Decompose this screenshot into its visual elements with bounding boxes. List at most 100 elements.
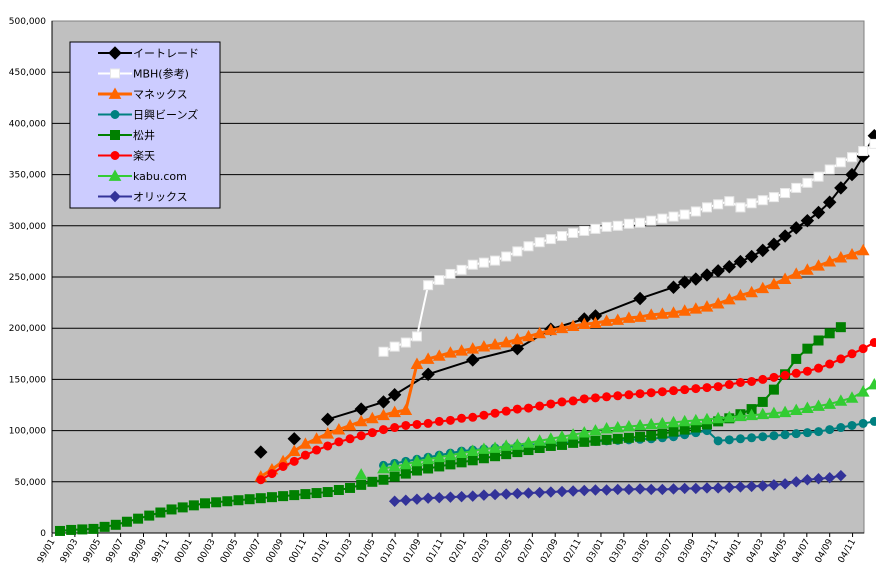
data-point <box>411 331 422 342</box>
data-point <box>155 507 166 518</box>
data-point <box>801 401 814 413</box>
data-point <box>801 474 814 486</box>
series-6 <box>354 377 876 480</box>
data-point <box>713 199 724 210</box>
data-point <box>389 341 400 352</box>
data-point <box>99 521 110 532</box>
data-point <box>768 384 779 395</box>
data-point <box>445 459 456 470</box>
data-point <box>856 385 870 397</box>
legend-label: 楽天 <box>133 150 155 163</box>
data-point <box>656 416 669 429</box>
data-point <box>445 415 455 425</box>
data-point <box>568 227 579 238</box>
data-point <box>677 275 692 289</box>
data-point <box>377 461 390 474</box>
data-point <box>423 280 434 291</box>
data-point <box>667 306 680 318</box>
series-line <box>383 141 876 353</box>
data-point <box>768 192 779 203</box>
data-point <box>645 483 657 496</box>
legend-item: 松井 <box>98 128 155 142</box>
data-point <box>622 419 636 432</box>
data-point <box>679 424 690 435</box>
data-point <box>387 388 402 402</box>
data-point <box>400 337 411 348</box>
data-point <box>455 490 468 503</box>
y-tick-label: 50,000 <box>15 478 47 488</box>
series-group <box>55 128 876 536</box>
data-point <box>791 353 802 364</box>
data-point <box>768 479 780 491</box>
data-point <box>657 213 668 224</box>
data-point <box>778 405 792 418</box>
data-point <box>679 209 690 220</box>
data-point <box>644 308 658 320</box>
data-point <box>110 519 121 530</box>
data-point <box>211 497 222 508</box>
data-point <box>667 483 680 495</box>
data-point <box>511 487 524 500</box>
data-point <box>501 251 512 262</box>
data-point <box>479 410 489 420</box>
data-point <box>421 352 435 364</box>
data-point <box>812 259 825 271</box>
data-point <box>769 372 779 382</box>
data-point <box>646 430 657 441</box>
data-point <box>835 157 846 168</box>
data-point <box>858 344 868 354</box>
data-point <box>758 374 768 384</box>
data-point <box>601 434 612 445</box>
data-point <box>734 288 747 301</box>
data-point <box>535 401 545 411</box>
data-point <box>779 478 791 490</box>
data-point <box>612 220 623 231</box>
data-point <box>478 489 490 501</box>
legend-label: オリックス <box>133 191 188 204</box>
legend-item: 楽天 <box>98 150 155 163</box>
y-tick-label: 250,000 <box>9 273 46 283</box>
data-point <box>756 281 770 294</box>
data-point <box>511 332 524 345</box>
data-point <box>635 389 645 399</box>
data-point <box>444 448 457 461</box>
legend-label: イートレード <box>133 47 199 60</box>
data-point <box>623 483 635 496</box>
data-point <box>334 437 344 447</box>
data-point <box>456 457 467 468</box>
data-point <box>388 495 401 507</box>
data-point <box>711 411 725 424</box>
data-point <box>367 476 378 487</box>
data-point <box>601 221 612 232</box>
data-point <box>590 223 601 234</box>
data-point <box>802 428 812 438</box>
data-point <box>321 412 335 427</box>
data-point <box>77 524 88 535</box>
data-point <box>567 485 579 497</box>
data-point <box>233 495 244 506</box>
data-point <box>577 426 591 438</box>
data-point <box>789 221 803 235</box>
data-point <box>522 436 535 448</box>
data-point <box>478 453 489 464</box>
data-point <box>789 403 803 416</box>
data-point <box>466 353 480 367</box>
series-line <box>327 131 876 421</box>
data-point <box>568 437 579 448</box>
data-point <box>468 412 478 422</box>
data-point <box>188 500 199 511</box>
data-point <box>635 431 646 442</box>
data-point <box>354 468 368 480</box>
data-point <box>457 413 467 423</box>
data-point <box>255 493 266 504</box>
data-point <box>767 277 781 290</box>
data-point <box>321 427 335 439</box>
data-point <box>400 468 411 479</box>
data-point <box>523 241 534 252</box>
data-point <box>858 418 868 428</box>
data-point <box>534 237 545 248</box>
data-point <box>490 255 501 266</box>
data-point <box>735 202 746 213</box>
data-point <box>791 182 802 193</box>
